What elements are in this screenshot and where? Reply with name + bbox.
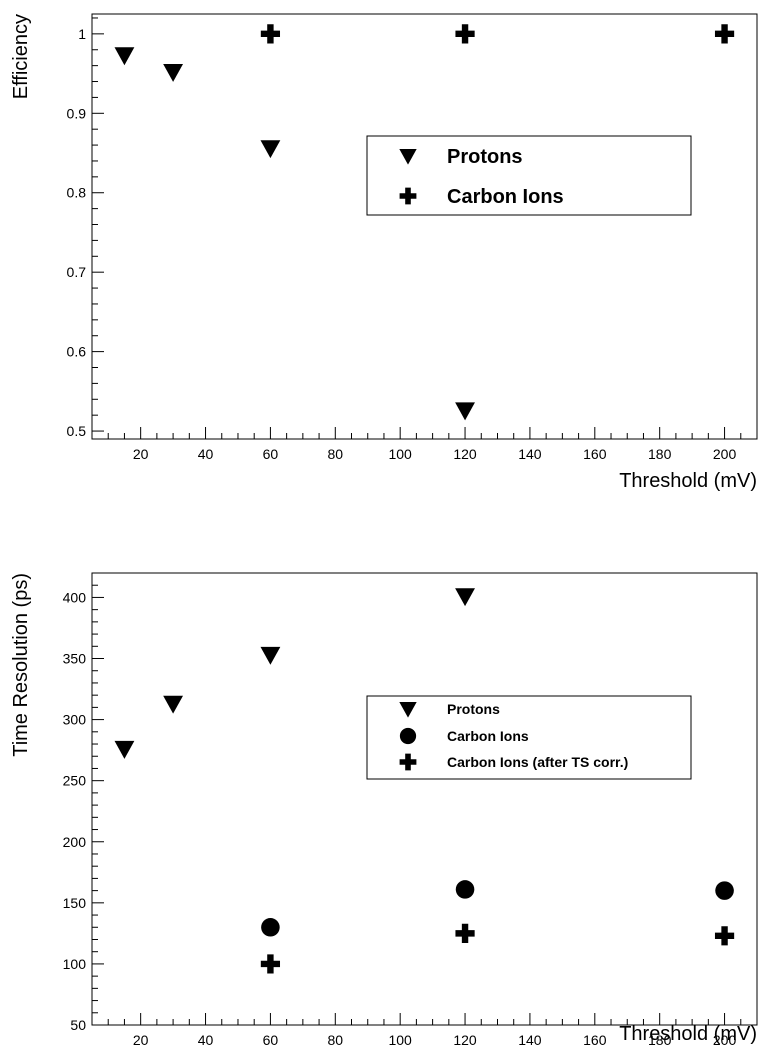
chart-1: 20 40 60 80 100 120 140 160 180 2000.50.60.70.80.… bbox=[10, 13, 758, 492]
x-tick-label: 160 bbox=[583, 446, 607, 462]
x-tick-label: 120 bbox=[453, 1032, 477, 1048]
y-tick-label: 250 bbox=[63, 773, 87, 789]
legend-marker bbox=[399, 149, 417, 165]
y-axis-title: Time Resolution (ps) bbox=[10, 573, 32, 757]
data-point bbox=[455, 880, 475, 899]
legend-marker bbox=[399, 727, 417, 745]
y-axis: 50 100 150 200 250 300 350 400 bbox=[63, 572, 104, 1033]
x-tick-label: 200 bbox=[713, 1032, 737, 1048]
y-tick-label: 0.5 bbox=[67, 423, 87, 439]
x-tick-label: 120 bbox=[453, 446, 477, 462]
x-tick-label: 80 bbox=[328, 446, 344, 462]
legend-label: Protons bbox=[447, 146, 523, 168]
y-tick-label: 400 bbox=[63, 589, 87, 605]
data-point bbox=[114, 740, 135, 759]
x-tick-label: 80 bbox=[328, 1032, 344, 1048]
x-tick-label: 40 bbox=[198, 446, 214, 462]
y-tick-label: 350 bbox=[63, 651, 87, 667]
x-tick-label: 20 bbox=[133, 446, 149, 462]
legend-box bbox=[366, 695, 692, 780]
y-axis: 0.5 0.6 0.7 0.8 0.9 1 bbox=[67, 17, 104, 439]
legend-box bbox=[366, 135, 692, 216]
x-axis-title: Threshold (mV) bbox=[619, 1023, 757, 1045]
y-tick-label: 0.9 bbox=[67, 105, 87, 121]
legend-label: Carbon Ions bbox=[447, 186, 564, 208]
x-tick-label: 200 bbox=[713, 446, 737, 462]
series-triangle-down bbox=[114, 47, 475, 421]
x-tick-label: 180 bbox=[648, 446, 672, 462]
x-tick-label: 140 bbox=[518, 1032, 542, 1048]
y-axis-title: Efficiency bbox=[10, 14, 32, 99]
data-point bbox=[260, 140, 281, 159]
x-tick-label: 100 bbox=[388, 446, 412, 462]
data-point bbox=[455, 24, 475, 44]
data-point bbox=[714, 926, 735, 946]
chart-2: 20 40 60 80 100 120 140 160 180 200 50 100 150 200 250… bbox=[10, 572, 758, 1048]
y-tick-label: 200 bbox=[63, 834, 87, 850]
x-tick-label: 20 bbox=[133, 1032, 149, 1048]
x-tick-label: 180 bbox=[648, 1032, 672, 1048]
series-circle bbox=[261, 880, 734, 937]
plot-frame bbox=[91, 572, 758, 1026]
legend-marker bbox=[399, 187, 417, 205]
legend-label: Protons bbox=[447, 701, 500, 717]
series-plus bbox=[260, 923, 735, 974]
legend-label: Carbon Ions (after TS corr.) bbox=[447, 754, 628, 770]
y-tick-label: 0.6 bbox=[67, 344, 87, 360]
data-point bbox=[455, 923, 475, 943]
data-point bbox=[260, 954, 281, 974]
x-tick-label: 160 bbox=[583, 1032, 607, 1048]
data-point bbox=[714, 24, 735, 44]
data-point bbox=[260, 646, 281, 665]
y-tick-label: 100 bbox=[63, 956, 87, 972]
y-tick-label: 1 bbox=[78, 26, 86, 42]
data-point bbox=[163, 695, 184, 714]
legend-label: Carbon Ions bbox=[447, 728, 529, 744]
x-tick-label: 60 bbox=[263, 446, 279, 462]
plot-frame bbox=[91, 13, 758, 440]
data-point bbox=[455, 402, 475, 421]
legend: Protons Carbon Ions Carbon Ions (after TS … bbox=[366, 695, 692, 780]
y-tick-label: 0.8 bbox=[67, 185, 87, 201]
series-triangle-down bbox=[114, 588, 475, 759]
data-point bbox=[163, 63, 184, 82]
legend: Protons Carbon Ions bbox=[366, 135, 692, 216]
x-tick-label: 140 bbox=[518, 446, 542, 462]
x-tick-label: 60 bbox=[263, 1032, 279, 1048]
y-tick-label: 300 bbox=[63, 712, 87, 728]
legend-marker bbox=[399, 702, 417, 718]
data-point bbox=[715, 881, 734, 900]
x-axis: 20 40 60 80 100 120 140 160 180 200 bbox=[91, 427, 758, 462]
legend-marker bbox=[399, 753, 417, 771]
series-plus bbox=[260, 24, 735, 44]
y-tick-label: 0.7 bbox=[67, 264, 87, 280]
data-point bbox=[261, 917, 280, 937]
y-tick-label: 50 bbox=[70, 1017, 86, 1033]
y-tick-label: 150 bbox=[63, 895, 87, 911]
x-tick-label: 40 bbox=[198, 1032, 214, 1048]
x-tick-label: 100 bbox=[388, 1032, 412, 1048]
data-point bbox=[455, 588, 475, 607]
data-point bbox=[260, 24, 281, 44]
x-axis: 20 40 60 80 100 120 140 160 180 200 bbox=[91, 1013, 758, 1048]
data-point bbox=[114, 47, 135, 66]
x-axis-title: Threshold (mV) bbox=[619, 470, 757, 492]
